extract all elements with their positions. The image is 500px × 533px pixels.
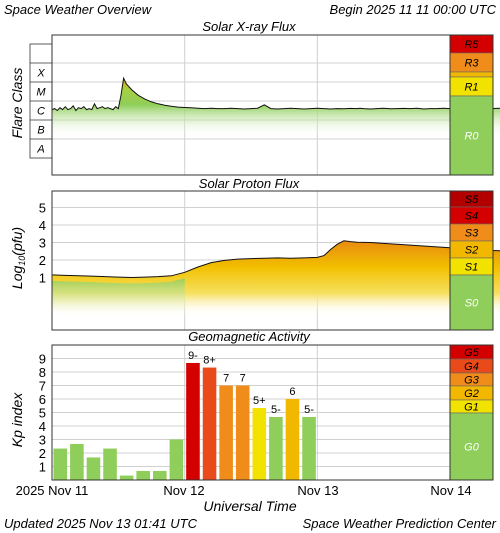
proton-ylabel-sub: 10 bbox=[17, 256, 27, 266]
kp-bar bbox=[103, 448, 117, 480]
proton-scale-label: S5 bbox=[465, 194, 479, 206]
proton-y-tick: 2 bbox=[39, 253, 46, 268]
xray-area bbox=[52, 78, 500, 138]
xray-class-label: A bbox=[36, 144, 44, 156]
kp-scale-seg bbox=[449, 412, 494, 481]
proton-title: Solar Proton Flux bbox=[199, 176, 300, 191]
kp-bar bbox=[269, 416, 283, 480]
kp-y-tick: 7 bbox=[39, 379, 46, 394]
proton-flux-panel: 1 2 3 4 5 S5 S4 S3 S2 S1 S0 bbox=[39, 190, 500, 331]
xray-class-label: M bbox=[36, 87, 46, 99]
swpc-credit: Space Weather Prediction Center bbox=[303, 516, 497, 531]
x-axis-title: Universal Time bbox=[203, 498, 296, 514]
kp-bar-label: 9- bbox=[188, 350, 198, 362]
proton-scale-label: S3 bbox=[465, 228, 479, 240]
proton-y-tick: 3 bbox=[39, 236, 46, 251]
xray-scale-seg bbox=[449, 71, 494, 78]
x-tick-nov12: Nov 12 bbox=[163, 483, 204, 498]
xray-scale-label: R0 bbox=[464, 131, 479, 143]
kp-bar bbox=[202, 367, 217, 480]
proton-scale-label: S2 bbox=[465, 245, 478, 257]
kp-bar bbox=[70, 443, 84, 480]
x-tick-nov13: Nov 13 bbox=[297, 483, 338, 498]
xray-scale-label: R3 bbox=[464, 58, 479, 70]
kp-ylabel: Kp index bbox=[9, 392, 25, 447]
proton-y-tick: 5 bbox=[39, 201, 46, 216]
proton-ylabel-tail: (pfu) bbox=[9, 227, 25, 256]
kp-y-tick: 1 bbox=[39, 460, 46, 475]
proton-scale-label: S4 bbox=[465, 211, 478, 223]
proton-line bbox=[51, 240, 500, 279]
kp-bar bbox=[119, 475, 134, 480]
kp-y-tick: 5 bbox=[39, 406, 46, 421]
kp-y-tick: 9 bbox=[39, 352, 46, 367]
xray-title: Solar X-ray Flux bbox=[202, 19, 296, 34]
kp-bar bbox=[235, 385, 250, 480]
x-tick-nov14: Nov 14 bbox=[430, 483, 471, 498]
kp-bar-label: 7 bbox=[223, 373, 229, 385]
proton-y-tick: 1 bbox=[39, 271, 46, 286]
kp-bar bbox=[219, 385, 233, 480]
xray-class-label: X bbox=[36, 68, 45, 80]
kp-scale-border bbox=[449, 344, 494, 481]
kp-bar bbox=[136, 470, 150, 480]
xray-plot-bg bbox=[52, 35, 450, 175]
kp-scale-label: G0 bbox=[464, 442, 480, 454]
kp-y-tick: 6 bbox=[39, 392, 46, 407]
kp-y-tick: 8 bbox=[39, 365, 46, 380]
kp-bar-label: 7 bbox=[240, 373, 246, 385]
begin-time: Begin 2025 11 11 00:00 UTC bbox=[330, 2, 497, 17]
xray-scale-seg bbox=[449, 95, 494, 176]
xray-scale-label: R5 bbox=[464, 39, 479, 51]
kp-scale-label: G3 bbox=[464, 375, 480, 387]
proton-scale-border bbox=[449, 190, 494, 331]
kp-scale-label: G4 bbox=[464, 361, 479, 373]
xray-class-label: B bbox=[37, 125, 44, 137]
kp-bar bbox=[186, 362, 200, 480]
proton-y-tick: 4 bbox=[39, 218, 46, 233]
x-tick-nov11: 2025 Nov 11 bbox=[16, 483, 89, 498]
proton-ylabel: Log10(pfu) bbox=[9, 227, 27, 289]
kp-bar bbox=[169, 439, 184, 480]
xray-line bbox=[51, 76, 500, 112]
kp-y-tick: 3 bbox=[39, 433, 46, 448]
kp-bar bbox=[86, 457, 101, 480]
kp-y-tick: 4 bbox=[39, 419, 46, 434]
kp-bar-label: 6 bbox=[289, 386, 295, 398]
kp-bar bbox=[53, 448, 68, 480]
kp-bar-label: 5+ bbox=[253, 395, 266, 407]
kp-bar bbox=[302, 416, 316, 480]
kp-scale-label: G5 bbox=[464, 347, 480, 359]
kp-bar bbox=[252, 408, 267, 480]
xray-ylabel: Flare Class bbox=[9, 68, 25, 139]
geomag-title: Geomagnetic Activity bbox=[188, 329, 311, 344]
kp-scale-label: G1 bbox=[464, 402, 479, 414]
kp-bar bbox=[153, 470, 167, 480]
proton-area-low bbox=[52, 278, 185, 316]
kp-bar-label: 8+ bbox=[203, 355, 216, 367]
updated-time: Updated 2025 Nov 13 01:41 UTC bbox=[4, 516, 198, 531]
kp-y-tick: 2 bbox=[39, 446, 46, 461]
xray-class-label: C bbox=[37, 106, 45, 118]
kp-scale-label: G2 bbox=[464, 388, 479, 400]
kp-bar-label: 5- bbox=[271, 404, 281, 416]
kp-bar-label: 5- bbox=[304, 404, 314, 416]
kp-bar bbox=[285, 399, 300, 480]
xray-scale-label: R1 bbox=[464, 82, 478, 94]
xray-scale-border bbox=[449, 34, 494, 176]
proton-ylabel-main: Log bbox=[9, 266, 25, 290]
proton-scale-label: S1 bbox=[465, 262, 478, 274]
proton-scale-label: S0 bbox=[465, 298, 479, 310]
overview-title: Space Weather Overview bbox=[4, 2, 153, 17]
